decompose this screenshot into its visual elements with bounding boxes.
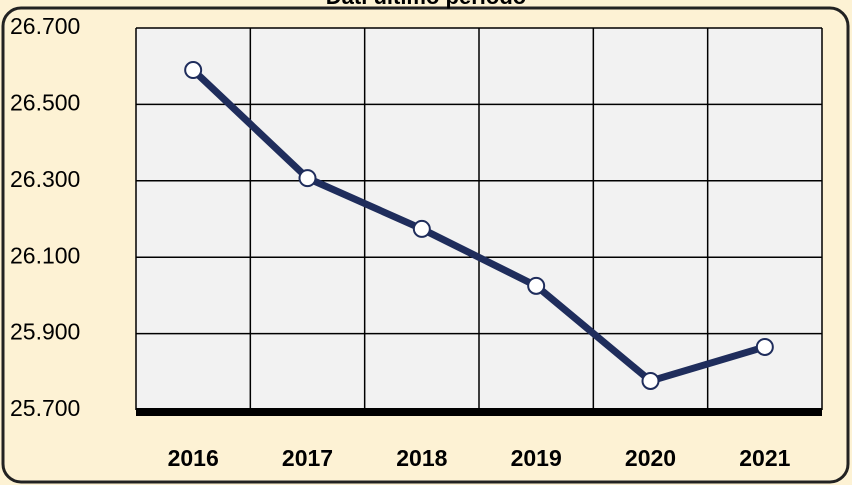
marker xyxy=(755,337,774,356)
y-tick-label: 26.100 xyxy=(10,242,80,268)
baseline xyxy=(136,408,822,416)
marker xyxy=(412,219,431,238)
marker xyxy=(527,276,546,295)
chart-title: Dati ultimo periodo xyxy=(326,0,526,9)
x-tick-label: 2019 xyxy=(511,445,562,471)
y-tick-label: 25.700 xyxy=(10,395,80,421)
y-tick-label: 25.900 xyxy=(10,319,80,345)
y-tick-label: 26.500 xyxy=(10,89,80,115)
x-tick-label: 2020 xyxy=(625,445,676,471)
marker xyxy=(184,61,203,80)
y-tick-label: 26.300 xyxy=(10,166,80,192)
marker xyxy=(298,169,317,188)
marker xyxy=(641,371,660,390)
x-tick-label: 2018 xyxy=(396,445,447,471)
x-tick-label: 2017 xyxy=(282,445,333,471)
y-tick-label: 26.700 xyxy=(10,13,80,39)
x-tick-label: 2021 xyxy=(739,445,790,471)
x-tick-label: 2016 xyxy=(168,445,219,471)
line xyxy=(190,67,766,385)
